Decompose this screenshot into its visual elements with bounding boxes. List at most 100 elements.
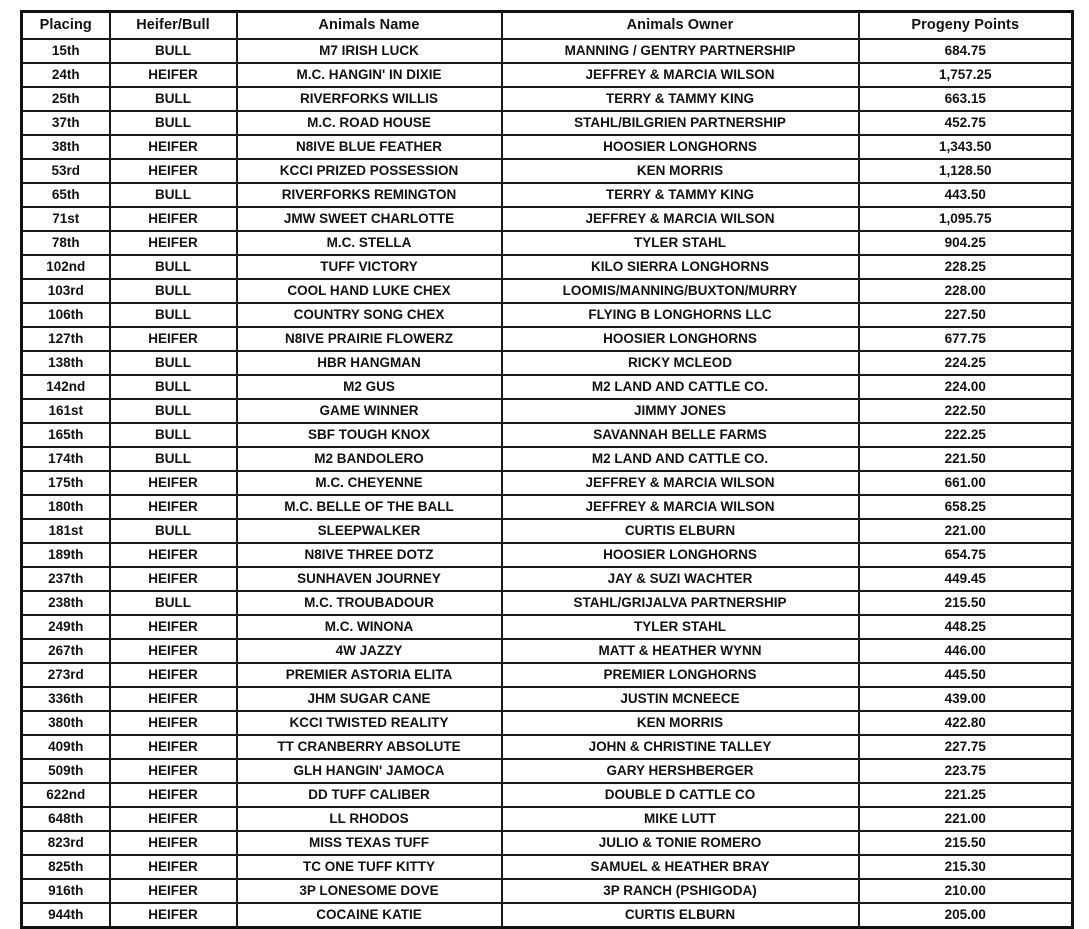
cell-progeny-points: 224.25	[857, 350, 1074, 376]
cell-placing: 161st	[20, 398, 111, 424]
cell-animals-name: SUNHAVEN JOURNEY	[235, 566, 503, 592]
table-row: 65th BULL RIVERFORKS REMINGTON TERRY & TAMM…	[20, 182, 1074, 208]
cell-animals-owner: KEN MORRIS	[500, 710, 860, 736]
cell-animals-owner: JEFFREY & MARCIA WILSON	[500, 494, 860, 520]
cell-placing: 165th	[20, 422, 111, 448]
cell-placing: 916th	[20, 878, 111, 904]
cell-animals-name: M.C. BELLE OF THE BALL	[235, 494, 503, 520]
cell-animals-owner: LOOMIS/MANNING/BUXTON/MURRY	[500, 278, 860, 304]
table-row: 648th HEIFER LL RHODOS MIKE LUTT 221.00	[20, 806, 1074, 832]
cell-animals-owner: PREMIER LONGHORNS	[500, 662, 860, 688]
cell-progeny-points: 224.00	[857, 374, 1074, 400]
cell-progeny-points: 215.50	[857, 830, 1074, 856]
cell-placing: 648th	[20, 806, 111, 832]
table-row: 127th HEIFER N8IVE PRAIRIE FLOWERZ HOOSIER …	[20, 326, 1074, 352]
cell-animals-name: DD TUFF CALIBER	[235, 782, 503, 808]
cell-animals-owner: JOHN & CHRISTINE TALLEY	[500, 734, 860, 760]
cell-animals-owner: JUSTIN MCNEECE	[500, 686, 860, 712]
cell-placing: 15th	[20, 38, 111, 64]
cell-animals-name: M2 BANDOLERO	[235, 446, 503, 472]
cell-animals-owner: JEFFREY & MARCIA WILSON	[500, 62, 860, 88]
cell-heifer-bull: HEIFER	[108, 686, 238, 712]
cell-placing: 65th	[20, 182, 111, 208]
cell-placing: 38th	[20, 134, 111, 160]
column-header-heifer-bull: Heifer/Bull	[108, 10, 238, 40]
table-row: 249th HEIFER M.C. WINONA TYLER STAHL 448.25	[20, 614, 1074, 640]
cell-progeny-points: 443.50	[857, 182, 1074, 208]
table-row: 336th HEIFER JHM SUGAR CANE JUSTIN MCNEECE 4…	[20, 686, 1074, 712]
cell-progeny-points: 422.80	[857, 710, 1074, 736]
table-row: 25th BULL RIVERFORKS WILLIS TERRY & TAMMY K…	[20, 86, 1074, 112]
cell-animals-name: TT CRANBERRY ABSOLUTE	[235, 734, 503, 760]
cell-heifer-bull: HEIFER	[108, 326, 238, 352]
cell-heifer-bull: HEIFER	[108, 758, 238, 784]
cell-animals-name: RIVERFORKS REMINGTON	[235, 182, 503, 208]
cell-placing: 142nd	[20, 374, 111, 400]
cell-heifer-bull: BULL	[108, 302, 238, 328]
table-row: 37th BULL M.C. ROAD HOUSE STAHL/BILGRIEN PA…	[20, 110, 1074, 136]
cell-placing: 103rd	[20, 278, 111, 304]
table-row: 238th BULL M.C. TROUBADOUR STAHL/GRIJALVA P…	[20, 590, 1074, 616]
cell-progeny-points: 1,757.25	[857, 62, 1074, 88]
cell-heifer-bull: HEIFER	[108, 782, 238, 808]
cell-animals-name: TC ONE TUFF KITTY	[235, 854, 503, 880]
cell-heifer-bull: HEIFER	[108, 206, 238, 232]
cell-animals-owner: TERRY & TAMMY KING	[500, 86, 860, 112]
cell-animals-owner: M2 LAND AND CATTLE CO.	[500, 446, 860, 472]
cell-placing: 409th	[20, 734, 111, 760]
cell-heifer-bull: HEIFER	[108, 662, 238, 688]
cell-heifer-bull: BULL	[108, 254, 238, 280]
cell-animals-name: GLH HANGIN' JAMOCA	[235, 758, 503, 784]
cell-progeny-points: 221.00	[857, 806, 1074, 832]
table-row: 138th BULL HBR HANGMAN RICKY MCLEOD 224.25	[20, 350, 1074, 376]
cell-heifer-bull: HEIFER	[108, 470, 238, 496]
cell-animals-name: KCCI PRIZED POSSESSION	[235, 158, 503, 184]
cell-animals-owner: KILO SIERRA LONGHORNS	[500, 254, 860, 280]
cell-animals-name: TUFF VICTORY	[235, 254, 503, 280]
column-header-animals-name: Animals Name	[235, 10, 503, 40]
cell-placing: 249th	[20, 614, 111, 640]
cell-animals-name: JMW SWEET CHARLOTTE	[235, 206, 503, 232]
cell-animals-name: 4W JAZZY	[235, 638, 503, 664]
cell-animals-name: N8IVE BLUE FEATHER	[235, 134, 503, 160]
cell-heifer-bull: HEIFER	[108, 158, 238, 184]
cell-animals-name: M.C. CHEYENNE	[235, 470, 503, 496]
cell-animals-owner: 3P RANCH (PSHIGODA)	[500, 878, 860, 904]
cell-animals-owner: HOOSIER LONGHORNS	[500, 134, 860, 160]
cell-animals-owner: FLYING B LONGHORNS LLC	[500, 302, 860, 328]
cell-progeny-points: 227.50	[857, 302, 1074, 328]
cell-animals-owner: MATT & HEATHER WYNN	[500, 638, 860, 664]
cell-progeny-points: 1,095.75	[857, 206, 1074, 232]
cell-placing: 53rd	[20, 158, 111, 184]
cell-heifer-bull: BULL	[108, 590, 238, 616]
cell-heifer-bull: BULL	[108, 86, 238, 112]
cell-animals-owner: RICKY MCLEOD	[500, 350, 860, 376]
cell-progeny-points: 654.75	[857, 542, 1074, 568]
cell-progeny-points: 215.50	[857, 590, 1074, 616]
table-row: 175th HEIFER M.C. CHEYENNE JEFFREY & MARCIA…	[20, 470, 1074, 496]
table-row: 267th HEIFER 4W JAZZY MATT & HEATHER WYNN 44…	[20, 638, 1074, 664]
cell-placing: 138th	[20, 350, 111, 376]
cell-heifer-bull: HEIFER	[108, 494, 238, 520]
cell-animals-owner: TERRY & TAMMY KING	[500, 182, 860, 208]
cell-animals-owner: M2 LAND AND CATTLE CO.	[500, 374, 860, 400]
cell-heifer-bull: HEIFER	[108, 542, 238, 568]
cell-placing: 25th	[20, 86, 111, 112]
cell-placing: 127th	[20, 326, 111, 352]
cell-animals-name: M.C. STELLA	[235, 230, 503, 256]
cell-placing: 273rd	[20, 662, 111, 688]
table-row: 916th HEIFER 3P LONESOME DOVE 3P RANCH (PSH…	[20, 878, 1074, 904]
cell-heifer-bull: BULL	[108, 446, 238, 472]
cell-progeny-points: 221.50	[857, 446, 1074, 472]
table-row: 189th HEIFER N8IVE THREE DOTZ HOOSIER LONGH…	[20, 542, 1074, 568]
cell-progeny-points: 448.25	[857, 614, 1074, 640]
cell-progeny-points: 221.00	[857, 518, 1074, 544]
cell-progeny-points: 445.50	[857, 662, 1074, 688]
table-row: 237th HEIFER SUNHAVEN JOURNEY JAY & SUZI WA…	[20, 566, 1074, 592]
cell-animals-name: HBR HANGMAN	[235, 350, 503, 376]
cell-placing: 78th	[20, 230, 111, 256]
cell-progeny-points: 210.00	[857, 878, 1074, 904]
cell-progeny-points: 221.25	[857, 782, 1074, 808]
cell-animals-owner: STAHL/BILGRIEN PARTNERSHIP	[500, 110, 860, 136]
cell-progeny-points: 661.00	[857, 470, 1074, 496]
